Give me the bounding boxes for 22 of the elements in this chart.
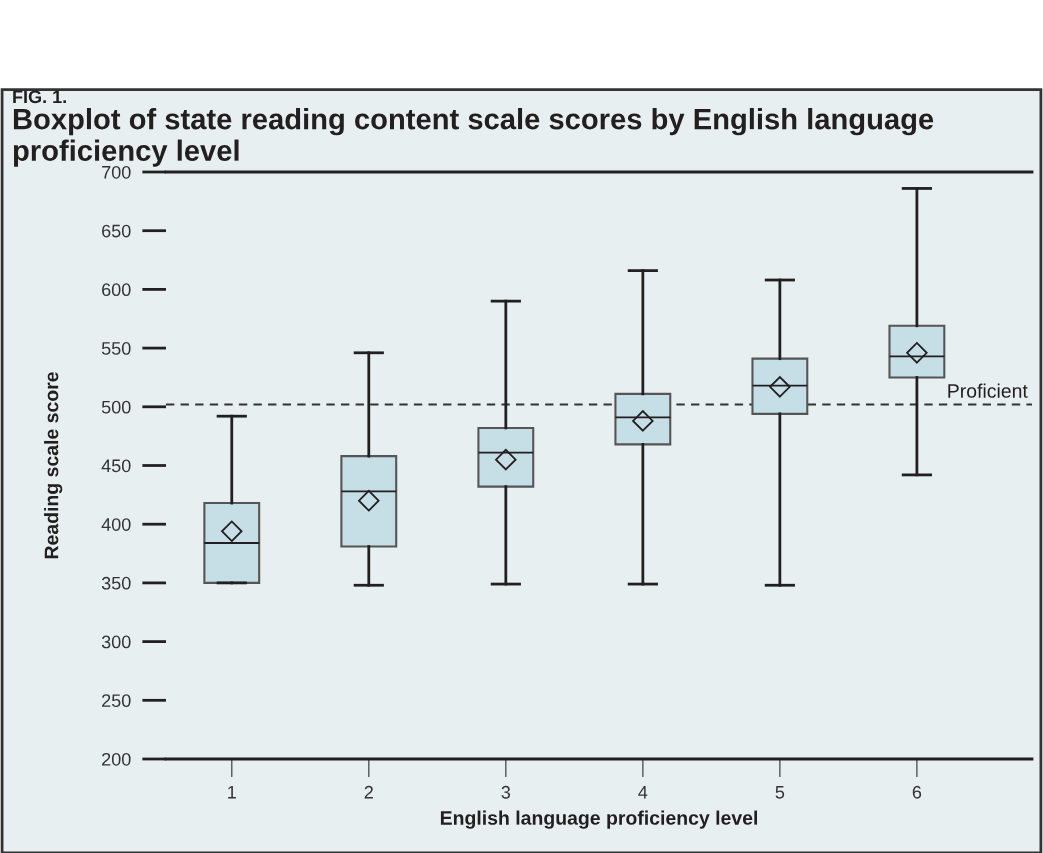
y-tick-label: 250 — [102, 694, 131, 708]
x-tick-label: 4 — [638, 786, 648, 799]
y-tick-label: 500 — [101, 400, 131, 414]
y-tick-label: 200 — [102, 752, 131, 766]
y-tick-label: 400 — [101, 518, 131, 531]
y-axis-title: Reading scale score — [44, 372, 63, 559]
x-axis-title: English language proficiency level — [440, 810, 758, 829]
x-tick-label: 2 — [364, 785, 373, 799]
y-tick-label: 450 — [101, 459, 131, 473]
y-tick-label: 300 — [101, 635, 131, 649]
x-tick-label: 5 — [775, 786, 785, 799]
x-tick-label: 6 — [912, 785, 922, 799]
y-tick-label: 600 — [102, 283, 131, 297]
caption: FIG. 1. — [13, 90, 66, 104]
y-tick-label: 650 — [102, 224, 131, 238]
y-tick-label: 700 — [102, 165, 131, 179]
x-tick-label: 3 — [501, 785, 511, 799]
chart-title: Boxplot of state reading content scale scores by English language proficiency level — [13, 108, 934, 167]
y-tick-label: 350 — [101, 576, 131, 590]
ref-line-label: Proficient — [948, 383, 1028, 398]
x-tick-label: 1 — [228, 786, 236, 799]
y-tick-label: 550 — [101, 342, 131, 355]
